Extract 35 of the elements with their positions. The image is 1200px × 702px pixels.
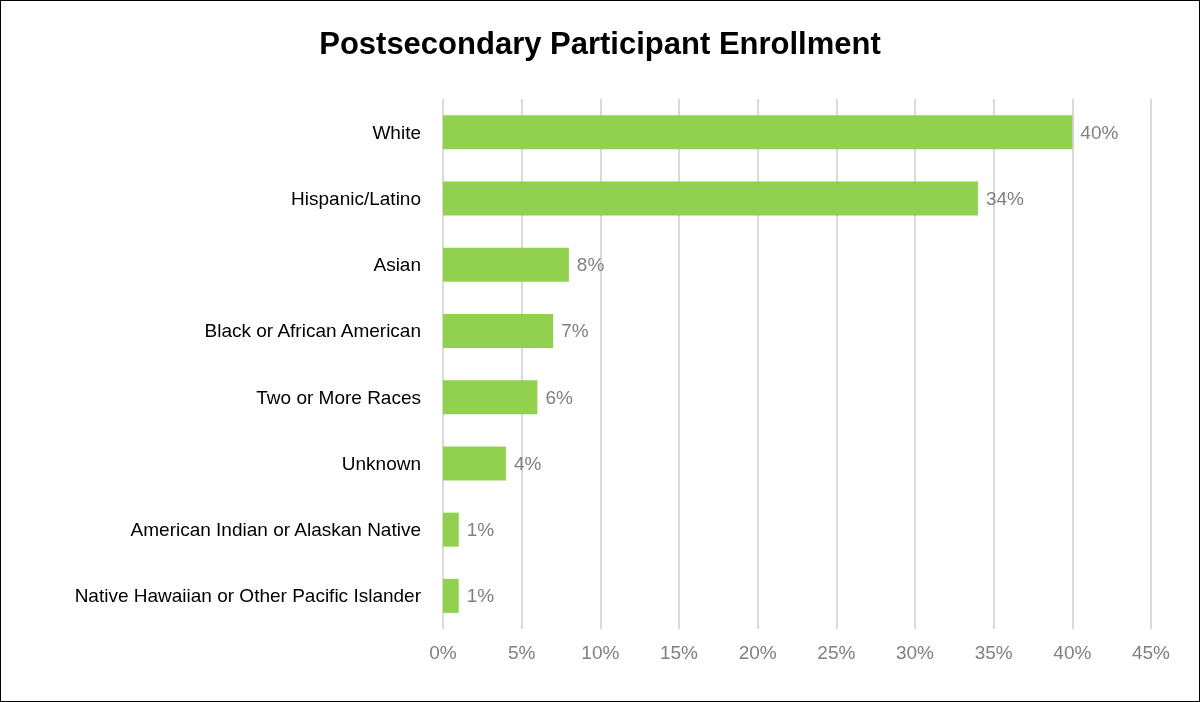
x-tick-label: 25% <box>817 642 856 663</box>
data-label: 40% <box>1080 121 1119 143</box>
chart-title: Postsecondary Participant Enrollment <box>319 26 881 61</box>
y-tick-label: Native Hawaiian or Other Pacific Islander <box>74 585 422 607</box>
bar <box>443 247 569 282</box>
bar <box>443 115 1073 150</box>
data-label: 1% <box>466 519 495 541</box>
bar <box>443 181 978 216</box>
x-tick-label: 20% <box>738 642 777 663</box>
data-label: 6% <box>545 386 573 408</box>
x-tick-label: 5% <box>507 642 536 663</box>
data-label: 34% <box>985 187 1025 209</box>
data-label: 4% <box>513 452 542 474</box>
bar <box>443 313 554 348</box>
y-tick-label: Hispanic/Latino <box>291 187 421 209</box>
x-tick-label: 45% <box>1131 642 1171 663</box>
y-tick-label: Black or African American <box>204 320 421 342</box>
bar <box>443 578 459 613</box>
bar <box>443 446 506 481</box>
data-label: 8% <box>576 254 605 276</box>
y-tick-label: American Indian or Alaskan Native <box>130 519 421 541</box>
data-label: 1% <box>466 585 495 607</box>
x-tick-label: 35% <box>974 642 1013 663</box>
y-tick-label: Asian <box>373 254 421 276</box>
y-tick-label: Two or More Races <box>256 386 421 408</box>
data-label: 7% <box>561 320 589 342</box>
bar <box>443 380 538 415</box>
bar <box>443 512 459 547</box>
x-tick-label: 0% <box>429 642 457 663</box>
x-tick-label: 40% <box>1053 642 1092 663</box>
x-tick-label: 30% <box>895 642 935 663</box>
y-tick-label: White <box>372 121 421 143</box>
y-tick-label: Unknown <box>341 452 421 474</box>
x-tick-label: 10% <box>581 642 620 663</box>
x-tick-label: 15% <box>659 642 699 663</box>
